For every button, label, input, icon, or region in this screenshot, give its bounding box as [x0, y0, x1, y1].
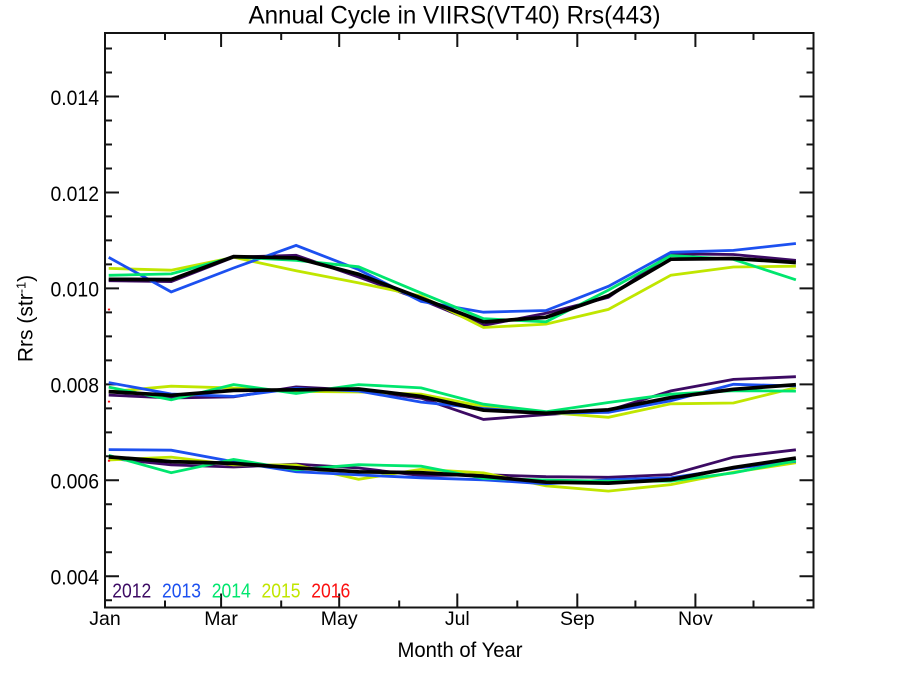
svg-text:0.008: 0.008	[51, 374, 100, 398]
svg-text:Sep: Sep	[560, 608, 595, 630]
svg-text:2016: 2016	[311, 579, 350, 602]
svg-text:Jan: Jan	[89, 608, 120, 630]
svg-text:0.010: 0.010	[51, 278, 100, 302]
svg-text:Jul: Jul	[445, 608, 470, 630]
svg-text:2013: 2013	[162, 579, 201, 602]
svg-text:2012: 2012	[112, 579, 151, 602]
svg-text:0.004: 0.004	[51, 566, 100, 590]
svg-text:0.006: 0.006	[51, 470, 100, 494]
svg-text:Mar: Mar	[204, 608, 238, 630]
svg-text:Month of Year: Month of Year	[398, 639, 523, 662]
svg-text:0.014: 0.014	[51, 86, 100, 110]
svg-text:2015: 2015	[262, 579, 301, 602]
svg-text:May: May	[321, 608, 358, 630]
svg-text:Rrs (str-1): Rrs (str-1)	[14, 275, 38, 362]
svg-text:0.012: 0.012	[51, 182, 100, 206]
svg-text:Nov: Nov	[678, 608, 713, 630]
svg-text:Annual Cycle in VIIRS(VT40) Rr: Annual Cycle in VIIRS(VT40) Rrs(443)	[249, 1, 661, 29]
svg-text:2014: 2014	[212, 579, 251, 602]
